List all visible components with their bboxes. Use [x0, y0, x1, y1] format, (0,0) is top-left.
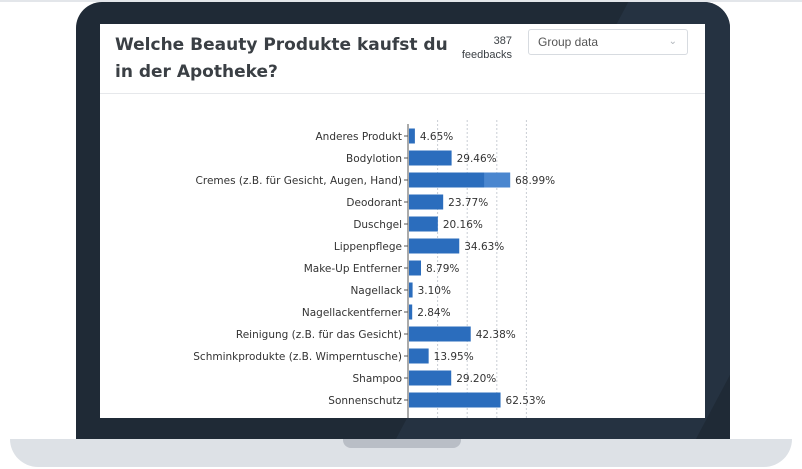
chevron-down-icon: ⌄ — [668, 36, 677, 47]
bar — [409, 370, 452, 386]
group-data-select[interactable]: Group data ⌄ — [528, 29, 688, 55]
value-label: 4.65% — [420, 131, 453, 143]
bar — [409, 238, 460, 254]
category-label: Nagellackentferner — [302, 307, 403, 319]
chart-labels: Anderes Produkt 4.65% Bodylotion 29.46% Crem… — [193, 131, 555, 407]
category-label: Shampoo — [353, 373, 403, 385]
bar-chart: Anderes Produkt 4.65% Bodylotion 29.46% Crem… — [193, 120, 555, 418]
value-label: 8.79% — [426, 263, 459, 275]
laptop-base-notch — [343, 439, 461, 448]
value-label: 2.84% — [417, 307, 450, 319]
feedback-count: 387 — [493, 35, 512, 47]
category-label: Sonnenschutz — [328, 395, 402, 407]
value-label: 3.10% — [418, 285, 451, 297]
category-label: Deodorant — [346, 197, 402, 209]
category-label: Nagellack — [350, 285, 402, 297]
bar — [409, 194, 444, 210]
feedback-label: feedbacks — [461, 49, 512, 61]
category-label: Reinigung (z.B. für das Gesicht) — [236, 329, 402, 341]
bar — [409, 282, 413, 298]
value-label: 42.38% — [476, 329, 516, 341]
value-label: 68.99% — [515, 175, 555, 187]
bar — [409, 392, 501, 408]
bar — [409, 150, 452, 166]
survey-panel: Welche Beauty Produkte kaufst du in der … — [100, 24, 705, 418]
value-label: 29.20% — [456, 373, 496, 385]
bar — [409, 326, 471, 342]
value-label: 13.95% — [434, 351, 474, 363]
group-select-value: Group data — [538, 35, 599, 49]
header-divider — [100, 93, 705, 94]
bar-hover-highlight — [484, 172, 511, 188]
category-label: Schminkprodukte (z.B. Wimperntusche) — [193, 351, 402, 363]
feedback-counter: 387 feedbacks — [452, 34, 512, 62]
value-label: 62.53% — [506, 395, 546, 407]
chart-bars — [409, 128, 511, 408]
category-label: Anderes Produkt — [316, 131, 403, 143]
category-label: Lippenpflege — [334, 241, 402, 253]
value-label: 20.16% — [443, 219, 483, 231]
category-label: Make-Up Entferner — [304, 263, 403, 275]
bar — [409, 304, 413, 320]
bar — [409, 128, 415, 144]
category-label: Bodylotion — [346, 153, 402, 165]
question-title: Welche Beauty Produkte kaufst du in der … — [115, 35, 448, 82]
category-label: Duschgel — [353, 219, 402, 231]
category-label: Cremes (z.B. für Gesicht, Augen, Hand) — [196, 175, 402, 187]
value-label: 23.77% — [448, 197, 488, 209]
value-label: 29.46% — [457, 153, 497, 165]
page-top-edge — [0, 0, 802, 2]
chart-gridlines — [407, 120, 527, 418]
bar — [409, 216, 438, 232]
bar — [409, 260, 422, 276]
bar — [409, 348, 429, 364]
value-label: 34.63% — [464, 241, 504, 253]
